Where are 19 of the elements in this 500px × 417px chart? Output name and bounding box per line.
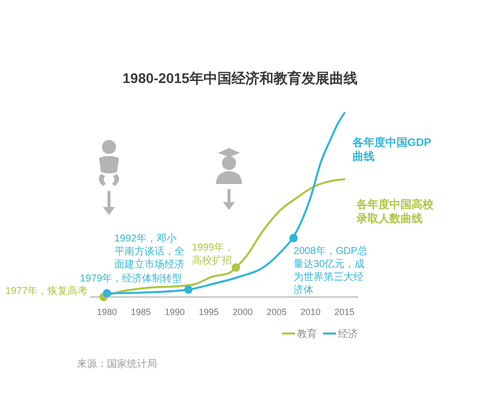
annotation: 1999年，高校扩招 [192,242,234,267]
note: 来源：国家统计局 [77,359,157,370]
annotation: 各年度中国高校录取人数曲线 [356,199,434,226]
annotation: 1992年，邓小平南方谈话，全面建立市场经济 [114,234,184,271]
title: 1980-2015年中国经济和教育发展曲线 [122,70,358,86]
x-tick-label: 2005 [266,307,287,317]
x-tick-label: 2015 [334,307,354,317]
x-tick-label: 2000 [232,307,253,317]
x-tick-label: 2010 [300,307,321,317]
x-tick-label: 1990 [164,307,185,317]
annotation: 1977年，恢复高考 [5,286,88,297]
legend-label: 教育 [297,329,317,340]
x-tick-label: 1995 [198,307,219,317]
x-tick-label: 1985 [130,307,151,317]
annotation: 1979年，经济体制转型 [80,273,182,284]
legend-label: 经济 [338,329,358,340]
annotation: 2008年，GDP总量达30亿元，成为世界第三大经济体 [294,246,368,296]
x-tick-label: 1980 [96,307,117,317]
annotation: 各年度中国GDP曲线 [352,137,432,163]
